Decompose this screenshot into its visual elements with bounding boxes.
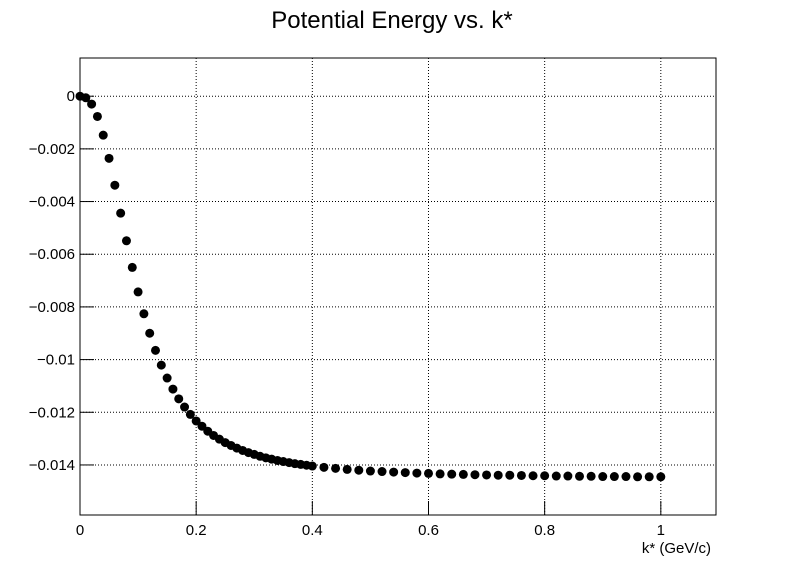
y-tick-label: −0.006: [29, 246, 75, 263]
point: [110, 180, 120, 190]
point: [116, 208, 126, 218]
point: [586, 471, 596, 481]
point: [400, 468, 410, 478]
point: [621, 472, 631, 482]
point: [121, 236, 131, 246]
point: [145, 328, 155, 338]
point: [98, 130, 108, 140]
point: [180, 402, 190, 412]
point: [458, 469, 468, 479]
point: [127, 262, 137, 272]
point: [365, 466, 375, 476]
point: [156, 360, 166, 370]
point: [354, 465, 364, 475]
point: [104, 153, 114, 163]
point: [551, 471, 561, 481]
point: [151, 345, 161, 355]
point: [87, 99, 97, 109]
point: [609, 472, 619, 482]
point: [575, 471, 585, 481]
point: [168, 384, 178, 394]
point: [540, 471, 550, 481]
point: [319, 462, 329, 472]
point: [447, 469, 457, 479]
x-tick-label: 0.4: [302, 522, 323, 539]
x-tick-label: 1: [657, 522, 665, 539]
point: [563, 471, 573, 481]
y-tick-label: −0.01: [37, 352, 75, 369]
x-tick-label: 0.6: [418, 522, 439, 539]
point: [174, 394, 184, 404]
point: [81, 93, 91, 103]
point: [470, 470, 480, 480]
point: [377, 467, 387, 477]
plot-frame: [79, 57, 717, 516]
y-tick-label: −0.014: [29, 457, 75, 474]
point: [633, 472, 643, 482]
point: [435, 469, 445, 479]
point: [342, 464, 352, 474]
x-axis-label: k* (GeV/c): [642, 540, 711, 557]
y-tick-label: −0.002: [29, 141, 75, 158]
chart-title: Potential Energy vs. k*: [271, 7, 512, 34]
point: [331, 463, 341, 473]
point: [516, 470, 526, 480]
point: [656, 472, 666, 482]
point: [505, 470, 515, 480]
point: [307, 461, 317, 471]
point: [423, 468, 433, 478]
x-tick-label: 0.2: [186, 522, 207, 539]
y-tick-label: 0: [67, 88, 75, 105]
point: [482, 470, 492, 480]
point: [493, 470, 503, 480]
point: [92, 111, 102, 121]
y-tick-label: −0.012: [29, 404, 75, 421]
point: [528, 471, 538, 481]
point: [185, 409, 195, 419]
x-tick-label: 0: [76, 522, 84, 539]
x-tick-label: 0.8: [534, 522, 555, 539]
point: [133, 287, 143, 297]
point: [389, 467, 399, 477]
y-tick-label: −0.004: [29, 194, 75, 211]
point: [598, 472, 608, 482]
point: [412, 468, 422, 478]
point: [644, 472, 654, 482]
point: [139, 309, 149, 319]
point: [162, 373, 172, 383]
point: [191, 416, 201, 426]
y-tick-label: −0.008: [29, 299, 75, 316]
